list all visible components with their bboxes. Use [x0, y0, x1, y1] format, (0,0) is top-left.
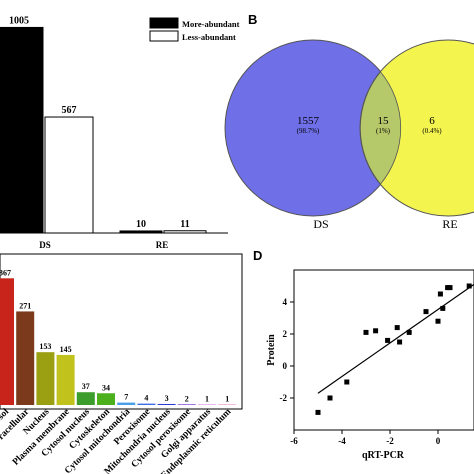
scatter-point: [423, 309, 429, 315]
panel-a-bar-chart: DS RE More-abundant Less-abundant 1005 56…: [0, 15, 240, 250]
panel-d-scatter: D qRT-PCR Protein -6 -4 -2 0 -2 0 2 4: [253, 248, 474, 461]
venn-set-label-re: RE: [442, 217, 457, 231]
scatter-point: [406, 329, 412, 335]
data-label-more-abundant-re: 10: [136, 219, 146, 230]
venn-ds-only-count: 1557: [297, 115, 320, 127]
data-label-golgi-apparatus: 1: [205, 395, 209, 404]
bar-less-abundant-re: [163, 230, 207, 234]
legend-label-less-abundant: Less-abundant: [182, 32, 236, 42]
panel-b-label: B: [248, 12, 257, 27]
panel-b-venn: B 1557 (98.7%) 15 (1%) 6 (0.4%) DS RE: [224, 12, 474, 231]
data-label-less-abundant-ds: 567: [62, 105, 77, 116]
bar-less-abundant-ds: [44, 116, 94, 234]
data-label-cytosol-nucleus: 37: [82, 382, 90, 391]
data-label-extracellular: 271: [19, 301, 31, 310]
data-label-cytosol-peroxisome: 2: [185, 394, 189, 403]
y-tick-label: -2: [280, 393, 288, 403]
regression-line: [317, 283, 474, 394]
bar-cytosol-nucleus: [76, 392, 95, 405]
bar-cytosol: [0, 278, 14, 405]
panel-c-bar-chart: 367osol271racellular153Nucleus145Plasma …: [0, 253, 243, 474]
scatter-point: [315, 409, 321, 415]
bar-more-abundant-ds: [0, 26, 44, 234]
bar-cytosol-mitochondria: [117, 402, 136, 405]
data-label-mitochondria-nucleus: 3: [165, 394, 169, 403]
panel-a-legend: More-abundant Less-abundant: [149, 17, 240, 42]
bar-mitochondria-nucleus: [157, 403, 176, 405]
scatter-point: [363, 329, 369, 335]
data-label-more-abundant-ds: 1005: [9, 15, 29, 26]
scatter-point: [344, 379, 350, 385]
bar-cytoskeleton: [97, 393, 115, 405]
y-tick-label: 2: [283, 329, 288, 339]
tick-label-cytosol: osol: [0, 407, 11, 426]
scatter-point: [373, 328, 379, 334]
scatter-point: [447, 285, 453, 291]
scatter-point: [394, 325, 400, 331]
panel-a-tick-re: RE: [156, 240, 169, 250]
data-label-cytoskeleton: 34: [102, 383, 110, 392]
y-tick-label: 0: [283, 361, 288, 371]
legend-swatch-more-abundant: [149, 17, 179, 29]
venn-re-only-count: 6: [429, 115, 435, 127]
panel-d-frame: [293, 269, 474, 431]
x-tick-label: -6: [290, 436, 298, 446]
legend-swatch-less-abundant: [149, 30, 179, 42]
scatter-point: [440, 305, 446, 311]
panel-d-x-axis-label: qRT-PCR: [362, 450, 405, 461]
y-tick-label: 4: [283, 297, 288, 307]
x-tick-label: -4: [338, 436, 346, 446]
bar-plasma-membrane: [56, 354, 75, 405]
venn-overlap-count: 15: [378, 115, 390, 127]
bar-cytosol-peroxisome: [177, 404, 196, 405]
scatter-point: [435, 318, 441, 324]
data-label-endoplasmic-reticulum: 1: [225, 395, 229, 404]
scatter-point: [385, 337, 391, 343]
data-label-cytosol-mitochondria: 7: [124, 393, 128, 402]
panel-d-y-axis-label: Protein: [266, 334, 277, 366]
data-label-less-abundant-re: 11: [180, 219, 189, 230]
data-label-nucleus: 153: [39, 342, 51, 351]
venn-overlap-region: [359, 71, 402, 185]
bar-nucleus: [36, 352, 55, 405]
panel-a-tick-ds: DS: [39, 240, 51, 250]
x-tick-label: -2: [386, 436, 394, 446]
venn-re-only-percent: (0.4%): [422, 127, 442, 135]
scatter-point: [437, 291, 443, 297]
venn-ds-only-percent: (98.7%): [297, 127, 320, 135]
bar-peroxisome: [137, 403, 156, 405]
venn-overlap-percent: (1%): [376, 127, 391, 135]
scatter-point: [327, 395, 333, 401]
bar-more-abundant-re: [119, 230, 163, 234]
bar-extracellular: [16, 311, 35, 405]
panel-c-frame: [0, 253, 243, 410]
data-label-cytosol: 367: [0, 268, 11, 277]
scatter-point: [397, 339, 403, 345]
data-label-peroxisome: 4: [144, 394, 148, 403]
x-tick-label: 0: [436, 436, 441, 446]
scatter-point: [466, 283, 472, 289]
venn-set-label-ds: DS: [313, 217, 328, 231]
data-label-plasma-membrane: 145: [60, 345, 72, 354]
panel-d-label: D: [253, 248, 262, 263]
legend-label-more-abundant: More-abundant: [182, 19, 240, 29]
